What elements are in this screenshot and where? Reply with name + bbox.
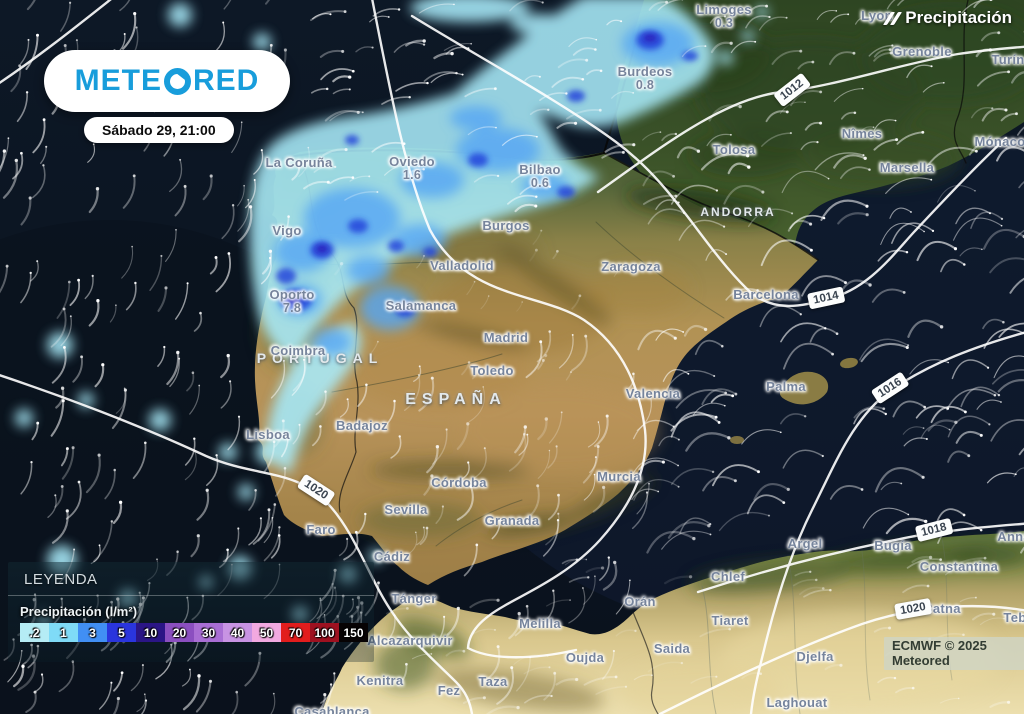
datetime-pill: Sábado 29, 21:00 bbox=[84, 117, 234, 143]
meteored-o-icon bbox=[164, 67, 191, 95]
legend-title: LEYENDA bbox=[24, 571, 98, 588]
legend-scale-segment: 50 bbox=[252, 623, 281, 642]
legend-scale-segment: 1 bbox=[49, 623, 78, 642]
legend-scale-segment: 10 bbox=[136, 623, 165, 642]
legend-scale: .2 1 3 5 10 20 30 40 50 70 100 150 bbox=[20, 623, 368, 642]
legend-scale-segment: 30 bbox=[194, 623, 223, 642]
logo-text-suffix: RED bbox=[193, 64, 260, 97]
legend-scale-segment: 150 bbox=[339, 623, 368, 642]
meteored-logo: METE RED bbox=[44, 50, 290, 112]
legend-scale-segment: 3 bbox=[78, 623, 107, 642]
legend-divider bbox=[8, 595, 374, 596]
legend-scale-segment: .2 bbox=[20, 623, 49, 642]
legend-panel: LEYENDA Precipitación (l/m²) .2 1 3 5 10 20 30… bbox=[8, 562, 374, 662]
legend-scale-segment: 5 bbox=[107, 623, 136, 642]
legend-scale-segment: 70 bbox=[281, 623, 310, 642]
precipitation-icon bbox=[883, 11, 903, 25]
layer-label: Precipitación bbox=[905, 8, 1012, 27]
layer-indicator: Precipitación bbox=[883, 8, 1012, 28]
legend-subtitle: Precipitación (l/m²) bbox=[20, 604, 138, 619]
legend-scale-segment: 20 bbox=[165, 623, 194, 642]
attribution: ECMWF © 2025 Meteored bbox=[884, 637, 1024, 670]
legend-scale-segment: 100 bbox=[310, 623, 339, 642]
precipitation-layer bbox=[15, 0, 768, 627]
legend-scale-segment: 40 bbox=[223, 623, 252, 642]
logo-text-prefix: METE bbox=[74, 64, 162, 97]
